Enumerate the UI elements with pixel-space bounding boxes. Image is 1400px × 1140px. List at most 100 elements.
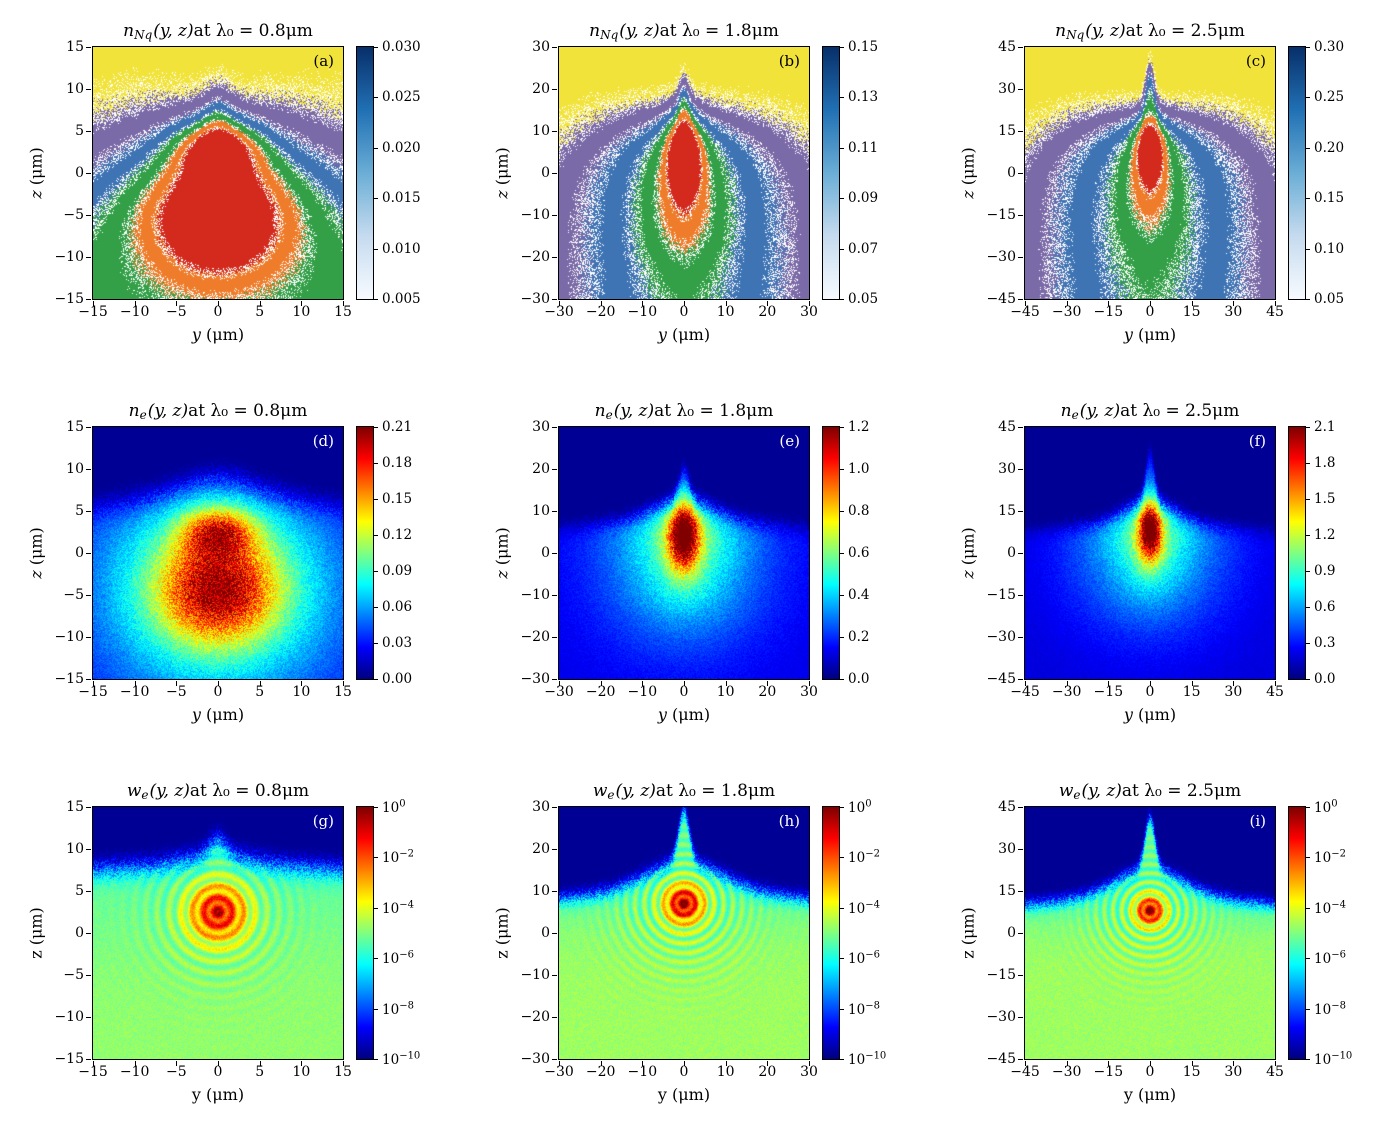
x-tick-label: −30 [544,684,574,700]
y-tick-label: −10 [520,207,550,223]
x-tick-label: −45 [1010,1064,1040,1080]
colorbar: 1.2 1.0 0.8 0.6 0.4 0.2 0.0 [810,419,906,687]
x-tick-label: 45 [1266,1064,1284,1080]
x-axis-unit: (μm) [1132,325,1177,344]
x-tick-mark [1275,681,1276,686]
x-tick-mark [259,681,261,686]
colorbar-tick-mark [840,248,844,250]
title-variable: n [594,401,606,421]
title-args: (y, z) [615,781,656,801]
x-tick-label: −5 [166,1064,187,1080]
y-tick-mark [552,975,557,976]
colorbar-tick-label: 0.0 [1314,671,1336,687]
title-variable: w [126,781,142,801]
y-tick-label: 15 [998,503,1016,519]
colorbar-tick-mark [840,595,844,596]
colorbar-tick-label: 0.9 [1314,563,1336,579]
x-tick-label: −45 [1010,304,1040,320]
y-tick-mark [86,89,91,90]
x-tick-mark [1150,1061,1151,1066]
panel-i: w e (y, z) at λ₀ = 2.5μm z (μm) −45 −30 −15 0… [958,776,1372,1108]
colorbar-tick-label: 0.015 [382,190,421,207]
y-tick-label: 0 [75,165,84,181]
colorbar-tick-label: 10−8 [382,999,414,1018]
colorbar-tick-mark [374,299,378,300]
colorbar-tick-mark [374,857,378,859]
panel-f: n e (y, z) at λ₀ = 2.5μm z (μm) −45 −30 −15 0… [958,396,1372,728]
y-tick-mark [86,975,91,976]
colorbar: 0.30 0.25 0.20 0.15 0.10 0.05 [1276,39,1372,307]
x-tick-mark [1066,1061,1068,1066]
colorbar-tick-mark [840,299,844,300]
x-tick-label: 10 [716,304,735,320]
heatmap-canvas [559,807,809,1059]
colorbar-tick-label: 0.030 [382,39,421,55]
y-tick-label: 0 [1007,545,1016,561]
y-axis-label: z (μm) [26,806,46,1060]
colorbar-tick-label: 10−10 [848,1050,887,1068]
y-tick-label: −30 [520,671,550,687]
x-tick-label: −15 [1093,684,1124,700]
x-tick-mark [1150,301,1151,306]
y-tick-label: 15 [998,123,1016,139]
y-tick-labels: −45 −30 −15 0 15 30 45 [978,419,1024,687]
y-axis-unit: (μm) [492,527,512,571]
x-tick-label: 20 [758,304,777,320]
x-tick-mark [1275,1061,1276,1066]
y-tick-mark [552,89,557,90]
x-tick-mark [301,1061,303,1066]
colorbar-tick-label: 0.12 [382,527,413,543]
colorbar-tick-mark [1306,47,1310,48]
x-tick-label: −5 [166,304,187,320]
x-axis-letter: y [1123,325,1133,344]
x-tick-mark [767,1061,769,1066]
y-axis-label: z (μm) [958,806,978,1060]
x-axis-label: y (μm) [92,322,344,348]
colorbar-bar [356,806,374,1060]
colorbar-tick-mark [374,607,378,608]
colorbar-tick-mark [1306,427,1310,428]
colorbar-tick-mark [1306,607,1310,608]
y-tick-labels: −45 −30 −15 0 15 30 45 [978,39,1024,307]
x-axis-label: y (μm) [1024,702,1276,728]
y-tick-label: 0 [1007,925,1016,941]
x-tick-mark [1150,681,1151,686]
y-tick-label: 45 [998,39,1016,55]
y-tick-mark [1018,257,1023,258]
x-tick-label: −10 [119,1064,150,1080]
y-axis-unit: (μm) [26,147,46,191]
title-subscript: e [1073,788,1081,802]
colorbar-bar [822,806,840,1060]
y-tick-label: −5 [63,967,84,983]
colorbar-tick-label: 10−4 [382,899,414,917]
x-tick-label: 45 [1266,684,1284,700]
figure-cell: n Nq (y, z) at λ₀ = 0.8μm z (μm) −15 −10 −5 0… [0,0,466,380]
colorbar-tick-label: 0.21 [382,419,413,435]
y-tick-label: 0 [75,925,84,941]
colorbar-tick-mark [840,958,844,960]
colorbar: 100 10−2 10−4 10−6 10−8 10−10 [810,798,906,1068]
y-tick-mark [86,933,91,934]
x-axis-unit: (μm) [1132,1085,1177,1104]
y-axis-label: z (μm) [958,46,978,300]
colorbar-gradient-canvas [823,427,839,679]
y-tick-label: 20 [532,461,550,477]
x-tick-label: −30 [1051,1064,1082,1080]
x-tick-label: −15 [78,304,108,320]
y-tick-mark [552,1017,557,1018]
y-tick-label: 15 [66,419,84,435]
y-tick-label: −15 [986,587,1016,603]
colorbar-tick-mark [374,47,378,48]
colorbar-tick-mark [840,427,844,428]
colorbar-tick-label: 100 [1314,798,1338,816]
colorbar-tick-label: 10−6 [848,949,880,967]
title-subscript: e [141,788,149,802]
panel-letter: (g) [312,812,334,830]
y-tick-mark [1018,975,1023,976]
colorbar-tick-mark [840,198,844,200]
colorbar-tick-mark [1306,807,1310,808]
colorbar-tick-label: 1.5 [1314,491,1336,507]
colorbar-tick-mark [374,958,378,960]
panel-c: n Nq (y, z) at λ₀ = 2.5μm z (μm) −45 −30 −15… [958,16,1372,348]
y-tick-mark [1018,47,1023,48]
